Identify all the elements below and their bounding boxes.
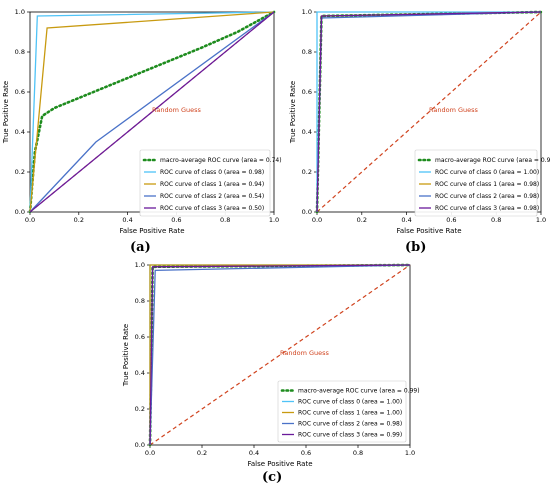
- x-tick-label: 0.4: [249, 449, 259, 457]
- legend-entry: macro-average ROC curve (area = 0.98): [435, 157, 550, 164]
- roc-chart-b: 0.0 0.2 0.4 0.6 0.8 1.0 0.0 0.2 0.4 0.6 0.8 1.0 Fals…: [289, 8, 550, 235]
- y-tick-label: 0.6: [135, 333, 145, 341]
- x-tick-label: 1.0: [269, 216, 279, 224]
- x-tick-label: 0.6: [301, 449, 311, 457]
- y-tick-label: 0.8: [15, 48, 25, 56]
- x-tick-label: 0.6: [171, 216, 181, 224]
- x-tick-label: 1.0: [405, 449, 415, 457]
- y-tick-label: 0.4: [302, 128, 312, 136]
- x-tick-label: 0.4: [401, 216, 411, 224]
- y-tick-label: 0.2: [15, 168, 25, 176]
- x-axis-label: False Positive Rate: [119, 227, 184, 235]
- y-tick-label: 1.0: [302, 8, 312, 16]
- roc-series-3: [29, 11, 275, 213]
- roc-series-1: [29, 11, 275, 213]
- x-tick-label: 0.6: [446, 216, 456, 224]
- legend-entry: ROC curve of class 2 (area = 0.98): [435, 193, 539, 200]
- roc-series-1: [316, 11, 541, 212]
- x-tick-label: 0.2: [74, 216, 84, 224]
- roc-series-4: [29, 11, 275, 213]
- roc-panel-b: 0.0 0.2 0.4 0.6 0.8 1.0 0.0 0.2 0.4 0.6 0.8 1.0 Fals…: [285, 0, 550, 250]
- x-tick-label: 0.8: [491, 216, 501, 224]
- y-axis-label: True Positive Rate: [2, 81, 10, 144]
- x-tick-label: 1.0: [536, 216, 546, 224]
- panel-caption-a: (a): [130, 240, 151, 255]
- x-tick-label: 0.8: [220, 216, 230, 224]
- legend-entry: macro-average ROC curve (area = 0.99): [298, 388, 420, 395]
- roc-panel-a: 0.0 0.2 0.4 0.6 0.8 1.0 0.0 0.2 0.4 0.6 0.8 1.0 Fals…: [0, 0, 290, 250]
- random-guess-annotation: Random Guess: [429, 106, 479, 114]
- legend-entry: ROC curve of class 3 (area = 0.99): [298, 432, 402, 439]
- legend-entry: macro-average ROC curve (area = 0.74): [160, 157, 282, 164]
- x-tick-label: 0.2: [357, 216, 367, 224]
- legend-entry: ROC curve of class 3 (area = 0.50): [160, 205, 264, 212]
- roc-series-4: [316, 11, 542, 213]
- y-tick-label: 0.6: [15, 88, 25, 96]
- y-tick-label: 0.0: [135, 441, 145, 449]
- y-tick-label: 0.6: [302, 88, 312, 96]
- x-axis-label: False Positive Rate: [247, 460, 312, 468]
- x-tick-label: 0.8: [353, 449, 363, 457]
- x-tick-label: 0.0: [312, 216, 322, 224]
- roc-chart-c: 0.0 0.2 0.4 0.6 0.8 1.0 0.0 0.2 0.4 0.6 0.8 1.0 Fals…: [122, 261, 420, 468]
- roc-series-4: [149, 264, 411, 446]
- random-guess-line: [149, 264, 411, 446]
- x-tick-label: 0.0: [145, 449, 155, 457]
- roc-chart-a: 0.0 0.2 0.4 0.6 0.8 1.0 0.0 0.2 0.4 0.6 0.8 1.0 Fals…: [2, 8, 282, 235]
- legend-box: [139, 149, 271, 217]
- panel-caption-c: (c): [262, 470, 283, 485]
- x-axis-label: False Positive Rate: [396, 227, 461, 235]
- x-tick-label: 0.2: [197, 449, 207, 457]
- legend-entry: ROC curve of class 3 (area = 0.98): [435, 205, 539, 212]
- x-tick-label: 0.0: [25, 216, 35, 224]
- y-tick-label: 0.2: [135, 405, 145, 413]
- y-tick-label: 0.0: [302, 208, 312, 216]
- legend-entry: ROC curve of class 1 (area = 0.94): [160, 181, 264, 188]
- roc-series-3: [149, 264, 411, 446]
- y-tick-label: 1.0: [135, 261, 145, 269]
- legend-entry: ROC curve of class 2 (area = 0.54): [160, 193, 264, 200]
- legend-entry: ROC curve of class 0 (area = 1.00): [435, 169, 539, 176]
- roc-series-2: [29, 11, 275, 213]
- legend-entry: ROC curve of class 1 (area = 0.98): [435, 181, 539, 188]
- x-tick-label: 0.4: [122, 216, 132, 224]
- y-tick-label: 0.8: [302, 48, 312, 56]
- y-tick-label: 0.4: [135, 369, 145, 377]
- y-tick-label: 1.0: [15, 8, 25, 16]
- roc-panel-c: 0.0 0.2 0.4 0.6 0.8 1.0 0.0 0.2 0.4 0.6 0.8 1.0 Fals…: [110, 255, 430, 470]
- y-tick-label: 0.8: [135, 297, 145, 305]
- random-guess-annotation: Random Guess: [280, 349, 330, 357]
- legend-box: [414, 149, 538, 217]
- y-axis-label: True Positive Rate: [122, 324, 130, 387]
- legend-entry: ROC curve of class 0 (area = 1.00): [298, 399, 402, 406]
- legend-entry: ROC curve of class 2 (area = 0.98): [298, 421, 402, 428]
- panel-caption-b: (b): [405, 240, 427, 255]
- legend-entry: ROC curve of class 1 (area = 1.00): [298, 410, 402, 417]
- y-tick-label: 0.2: [302, 168, 312, 176]
- legend-entry: ROC curve of class 0 (area = 0.98): [160, 169, 264, 176]
- y-axis-label: True Positive Rate: [289, 81, 297, 144]
- y-tick-label: 0.0: [15, 208, 25, 216]
- random-guess-line: [316, 11, 542, 213]
- random-guess-annotation: Random Guess: [152, 106, 202, 114]
- y-tick-label: 0.4: [15, 128, 25, 136]
- legend-box: [277, 380, 407, 443]
